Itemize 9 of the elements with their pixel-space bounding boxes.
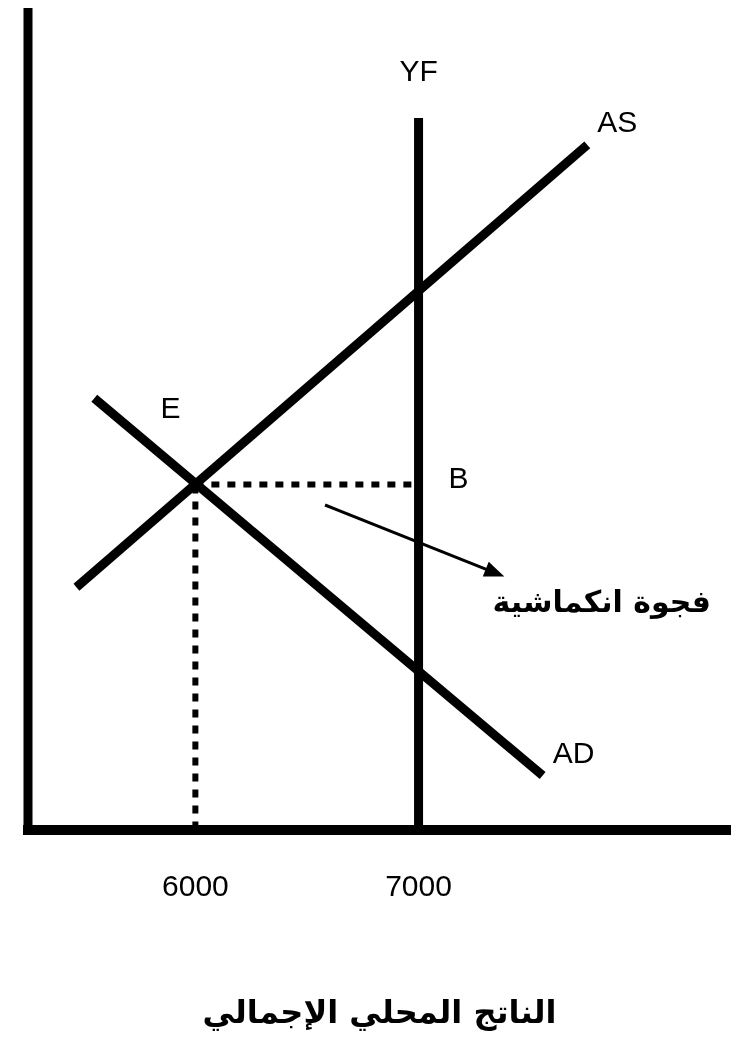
ref-line-label: YF <box>399 54 438 88</box>
annotation: B <box>448 460 469 494</box>
series-label: AS <box>597 105 638 139</box>
x-tick-label: 6000 <box>162 868 229 902</box>
annotation: فجوة انكماشية <box>492 584 711 620</box>
x-axis-title: الناتج المحلي الإجمالي <box>202 993 557 1032</box>
x-tick-label: 7000 <box>385 868 452 902</box>
annotation: E <box>160 390 181 424</box>
series-label: AD <box>552 735 595 769</box>
